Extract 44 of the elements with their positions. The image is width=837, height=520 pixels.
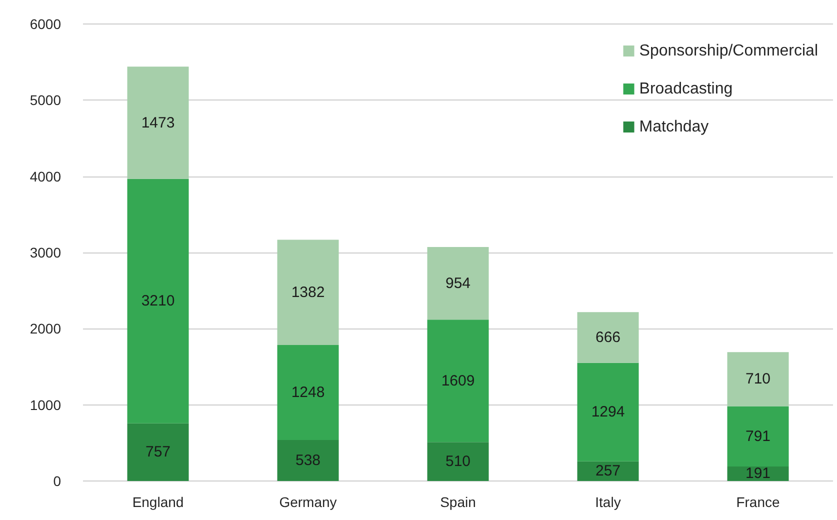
y-tick-label: 2000: [30, 320, 62, 337]
data-label: 954: [445, 274, 471, 292]
bar: [277, 240, 339, 345]
legend-label: Broadcasting: [639, 80, 733, 98]
data-label: 1248: [291, 384, 325, 401]
data-label: 710: [745, 370, 771, 388]
data-label: 757: [145, 444, 171, 461]
data-label: 666: [595, 329, 621, 346]
bar: [277, 344, 339, 440]
bar: [727, 352, 789, 406]
data-label: 257: [595, 462, 621, 480]
bar: [127, 66, 189, 179]
x-tick-label: England: [132, 494, 184, 510]
bar: [577, 312, 639, 363]
x-tick-label: France: [736, 494, 780, 510]
x-tick-label: Italy: [595, 494, 621, 510]
data-label: 510: [445, 453, 471, 470]
bar: [577, 362, 639, 462]
x-tick-label: Germany: [279, 494, 337, 510]
y-tick-label: 3000: [30, 244, 62, 260]
data-label: 1473: [141, 114, 175, 132]
data-label: 1382: [291, 284, 325, 301]
bar: [127, 178, 189, 424]
bar: [577, 461, 639, 481]
bar: [427, 442, 489, 481]
data-label: 538: [295, 452, 321, 470]
data-label: 1609: [441, 372, 475, 390]
bar: [427, 246, 489, 320]
y-tick-label: 0: [53, 473, 62, 489]
data-label: 791: [745, 428, 771, 445]
data-label: 3210: [141, 292, 175, 310]
y-tick-label: 4000: [30, 168, 62, 184]
bar: [127, 423, 189, 481]
data-label: 191: [745, 465, 771, 482]
y-tick-label: 5000: [30, 92, 62, 108]
bar: [727, 406, 789, 466]
legend-label: Sponsorship/Commercial: [639, 42, 818, 60]
data-label: 1294: [591, 404, 625, 421]
y-tick-label: 1000: [30, 396, 62, 413]
bar: [277, 440, 339, 481]
legend-label: Matchday: [639, 118, 709, 136]
x-tick-label: Spain: [440, 494, 476, 510]
y-tick-label: 6000: [30, 16, 62, 32]
bar: [427, 320, 489, 442]
